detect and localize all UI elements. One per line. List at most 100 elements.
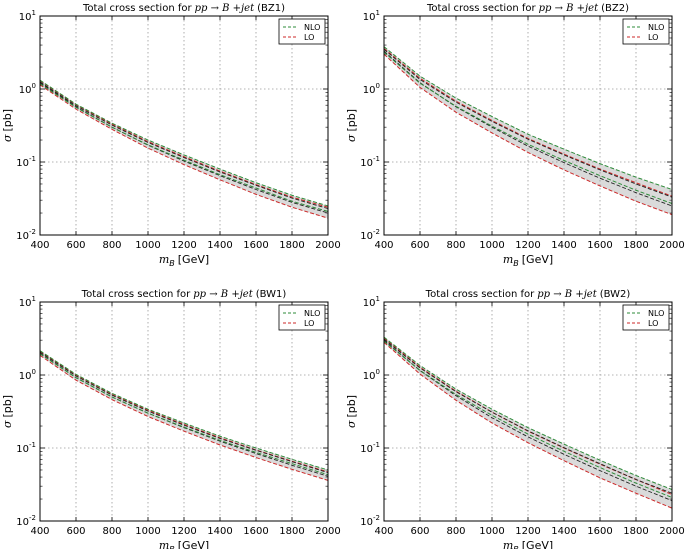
y-tick-label: 10-2	[360, 514, 380, 528]
lo-upper-line	[39, 351, 329, 473]
uncertainty-band	[384, 337, 672, 509]
x-tick-label: 1000	[479, 526, 504, 537]
y-tick-exponent: 1	[32, 295, 36, 303]
legend-box	[278, 18, 326, 45]
x-axis-label: mB[GeV]	[159, 539, 209, 549]
nlo-upper-line	[383, 46, 673, 190]
y-tick-exponent: -1	[373, 441, 380, 449]
title-suffix: (BZ1)	[257, 3, 285, 14]
x-tick-label: 1400	[551, 240, 576, 251]
x-tick-label: 1600	[243, 240, 268, 251]
nlo-central-line	[383, 338, 673, 494]
y-tick-base: 10	[360, 444, 373, 455]
x-tick-label: 1200	[171, 526, 196, 537]
lo-lower-line	[39, 84, 329, 219]
nlo-central-line	[383, 48, 673, 198]
x-axis-subscript: B	[513, 545, 519, 549]
y-axis-symbol: σ	[1, 420, 14, 428]
y-axis-unit: [pb]	[1, 395, 14, 418]
chart-title: Total cross section for pp → B +jet (BZ2)	[426, 3, 629, 14]
lo-upper-line	[383, 48, 673, 197]
x-axis-unit: [GeV]	[522, 539, 553, 549]
x-tick-label: 1200	[515, 240, 540, 251]
x-tick-label: 1400	[207, 240, 232, 251]
nlo-central-line	[39, 81, 329, 210]
y-axis-unit: [pb]	[1, 109, 14, 132]
chart-panel-2: 400 600 800 1000 1200 1400 1600 1800 200010-210-…	[345, 3, 685, 268]
nlo-central-line	[39, 351, 329, 474]
y-tick-base: 10	[16, 231, 29, 242]
x-tick-label: 800	[446, 240, 465, 251]
y-tick-base: 10	[360, 231, 373, 242]
legend-label-nlo: NLO	[304, 23, 320, 32]
nlo-upper-line	[39, 79, 329, 207]
legend-box	[622, 18, 670, 45]
y-tick-exponent: 1	[376, 295, 380, 303]
x-tick-label: 400	[374, 240, 393, 251]
title-prefix: Total cross section for	[426, 3, 536, 14]
x-axis-unit: [GeV]	[178, 253, 209, 266]
y-tick-exponent: -1	[29, 441, 36, 449]
x-tick-label: 1600	[587, 526, 612, 537]
x-tick-label: 1200	[515, 526, 540, 537]
chart-panel-4: 400 600 800 1000 1200 1400 1600 1800 200010-210-…	[345, 289, 685, 553]
nlo-lower-line	[39, 353, 329, 476]
title-suffix: (BW2)	[600, 289, 631, 300]
x-tick-label: 1600	[587, 240, 612, 251]
y-tick-label: 10-2	[16, 228, 36, 242]
title-suffix: (BW1)	[256, 289, 287, 300]
y-tick-base: 10	[19, 298, 32, 309]
nlo-lower-line	[383, 51, 673, 204]
plot-frame	[383, 301, 673, 522]
lo-lower-line	[39, 354, 329, 481]
legend-label-lo: LO	[648, 33, 658, 42]
nlo-lower-line	[383, 340, 673, 498]
y-tick-base: 10	[363, 12, 376, 23]
lo-upper-line	[39, 80, 329, 208]
y-tick-label: 100	[363, 368, 380, 382]
y-axis-label: σ [pb]	[1, 109, 14, 142]
y-tick-exponent: 1	[376, 9, 380, 17]
title-process: pp → B +jet	[537, 289, 597, 300]
x-tick-label: 400	[30, 526, 49, 537]
y-tick-base: 10	[16, 517, 29, 528]
chart-title: Total cross section for pp → B +jet (BZ1)	[82, 3, 285, 14]
x-tick-label: 1800	[623, 240, 648, 251]
lo-lower-line	[383, 341, 673, 509]
x-tick-label: 1800	[623, 526, 648, 537]
x-tick-label: 800	[102, 240, 121, 251]
y-tick-label: 10-2	[360, 228, 380, 242]
y-tick-exponent: 0	[376, 82, 380, 90]
x-tick-label: 800	[102, 526, 121, 537]
nlo-upper-line	[39, 350, 329, 471]
x-axis-unit: [GeV]	[178, 539, 209, 549]
x-axis-label: mB[GeV]	[159, 253, 209, 268]
y-tick-base: 10	[19, 85, 32, 96]
x-axis-subscript: B	[513, 259, 519, 268]
title-process: pp → B +jet	[195, 3, 255, 14]
x-axis-symbol: m	[503, 539, 513, 549]
y-tick-base: 10	[19, 371, 32, 382]
y-tick-base: 10	[16, 158, 29, 169]
x-tick-label: 2000	[315, 526, 340, 537]
y-tick-base: 10	[363, 371, 376, 382]
y-tick-exponent: 1	[32, 9, 36, 17]
plot-frame	[39, 301, 329, 522]
y-tick-exponent: -1	[29, 155, 36, 163]
y-axis-label: σ [pb]	[1, 395, 14, 428]
y-tick-label: 101	[19, 295, 36, 309]
title-prefix: Total cross section for	[425, 289, 535, 300]
legend-label-nlo: NLO	[648, 309, 664, 318]
y-tick-label: 101	[363, 9, 380, 23]
x-tick-label: 600	[410, 240, 429, 251]
x-tick-label: 2000	[659, 240, 684, 251]
title-prefix: Total cross section for	[82, 3, 192, 14]
y-tick-label: 10-2	[16, 514, 36, 528]
y-tick-exponent: -2	[373, 514, 380, 522]
x-axis-unit: [GeV]	[522, 253, 553, 266]
